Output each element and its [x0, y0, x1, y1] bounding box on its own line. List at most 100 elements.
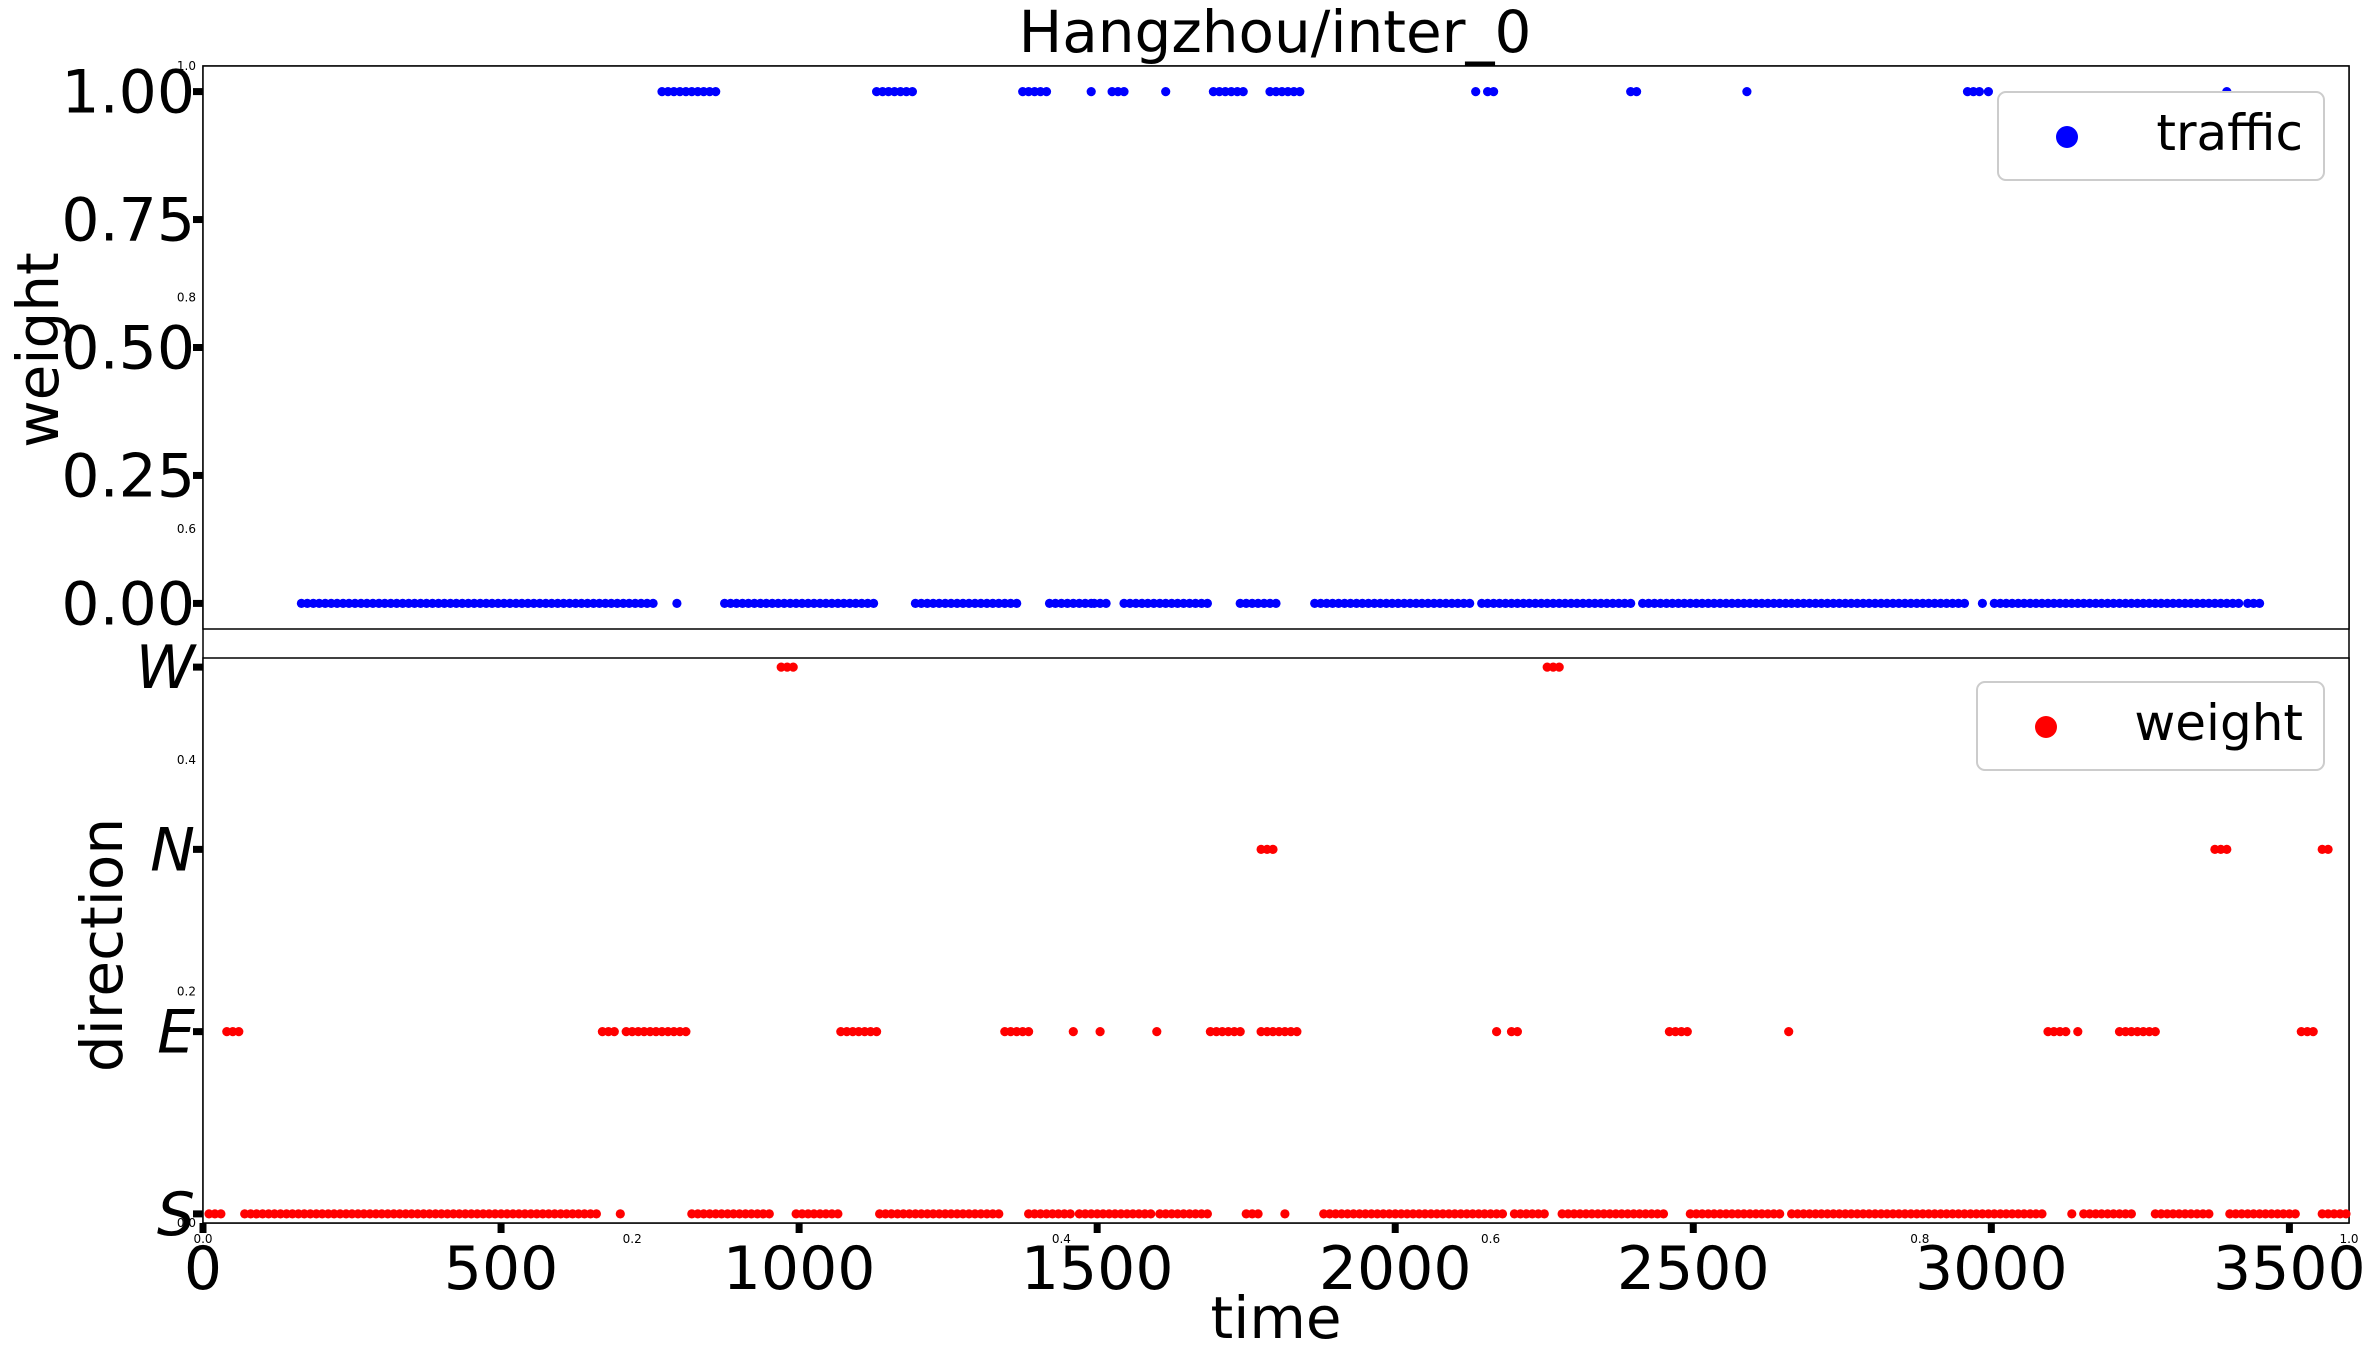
- background-x-tick-label: 0.8: [1910, 1232, 1929, 1246]
- x-tick-label: 1500: [1021, 1234, 1174, 1304]
- weight-point: [2290, 1209, 2300, 1219]
- weight-point: [872, 1027, 882, 1037]
- traffic-point: [711, 87, 721, 97]
- weight-point: [2073, 1027, 2083, 1037]
- weight-point: [2067, 1209, 2077, 1219]
- traffic-point: [1238, 87, 1248, 97]
- weight-point: [681, 1027, 691, 1037]
- bottom-panel: S E N W 0 500 1000 1500 2000 2500 3000 3500 direct…: [68, 633, 2364, 1352]
- traffic-point: [1742, 87, 1752, 97]
- top-y-tick-label: 1.00: [61, 58, 195, 128]
- weight-point: [1539, 1209, 1549, 1219]
- traffic-point: [1974, 87, 1984, 97]
- background-y-tick-label: 1.0: [177, 59, 196, 73]
- traffic-point: [1012, 598, 1022, 609]
- traffic-point: [1626, 598, 1636, 609]
- background-x-tick-label: 0.4: [1052, 1232, 1071, 1246]
- traffic-point: [2255, 598, 2265, 609]
- weight-point: [1068, 1027, 1078, 1037]
- weight-point: [1658, 1209, 1669, 1219]
- weight-point: [1682, 1027, 1692, 1037]
- traffic-point: [1632, 87, 1642, 97]
- top-legend-label: traffic: [2156, 104, 2303, 162]
- top-legend: traffic: [1997, 91, 2325, 181]
- weight-point: [1497, 1209, 1508, 1219]
- top-panel-frame: [202, 65, 2350, 630]
- traffic-point: [1295, 87, 1305, 97]
- bottom-y-tick-label: E: [157, 998, 195, 1068]
- background-y-tick-label: 0.6: [177, 522, 196, 536]
- weight-point: [1146, 1209, 1156, 1219]
- weight-point: [1202, 1209, 1212, 1219]
- bottom-legend: weight: [1976, 681, 2325, 771]
- bottom-y-axis-label: direction: [68, 818, 136, 1072]
- weight-point: [1554, 662, 1564, 672]
- weight-point: [1775, 1209, 1785, 1219]
- background-y-tick-label: 0.8: [177, 290, 196, 304]
- background-y-tick-label: 0.2: [177, 985, 196, 999]
- bottom-x-axis-ticks: 0 500 1000 1500 2000 2500 3000 3500: [184, 1223, 2364, 1304]
- top-panel: 0.00 0.25 0.50 0.75 1.00 weight traffic: [4, 58, 2350, 639]
- traffic-point: [1041, 87, 1052, 97]
- bottom-y-axis-ticks: S E N W: [136, 633, 203, 1250]
- background-axis-ticks: 0.0 0.0 0.2 0.2 0.4 0.4 0.6 0.6 0.8 0.8 1.0 1.0: [177, 59, 2359, 1246]
- traffic-point: [1202, 598, 1212, 609]
- weight-point: [609, 1027, 619, 1037]
- weight-point: [2037, 1209, 2047, 1219]
- weight-point: [234, 1027, 244, 1037]
- weight-point: [1095, 1027, 1105, 1037]
- traffic-point: [1959, 598, 1970, 609]
- weight-point: [764, 1209, 774, 1219]
- traffic-point: [1271, 598, 1281, 609]
- background-x-tick-label: 0.0: [193, 1232, 212, 1246]
- traffic-point: [1465, 598, 1475, 609]
- weight-point: [1784, 1027, 1794, 1037]
- weight-point: [788, 662, 798, 672]
- traffic-point: [2234, 598, 2244, 609]
- background-x-tick-label: 1.0: [2339, 1232, 2358, 1246]
- top-y-tick-label: 0.50: [61, 314, 195, 384]
- traffic-point: [907, 87, 918, 97]
- top-legend-box: [1997, 91, 2325, 181]
- bottom-y-tick-label: W: [136, 633, 198, 703]
- traffic-series: [296, 87, 2265, 609]
- bottom-legend-label: weight: [2134, 694, 2303, 752]
- traffic-point: [1471, 87, 1481, 97]
- x-tick-label: 3000: [1915, 1234, 2068, 1304]
- bottom-y-tick-label: N: [150, 815, 195, 885]
- traffic-point: [869, 598, 879, 609]
- weight-point: [615, 1209, 625, 1219]
- background-x-tick-label: 0.6: [1481, 1232, 1500, 1246]
- bottom-legend-box: [1976, 681, 2325, 771]
- x-tick-label: 2000: [1319, 1234, 1472, 1304]
- top-y-axis-label: weight: [4, 252, 72, 448]
- traffic-point: [1161, 87, 1171, 97]
- traffic-point: [1119, 87, 1129, 97]
- chart-title: Hangzhou/inter_0: [1019, 0, 1532, 66]
- x-tick-label: 1000: [723, 1234, 876, 1304]
- traffic-point: [648, 598, 658, 609]
- weight-point: [2150, 1027, 2160, 1037]
- weight-point: [1235, 1027, 1245, 1037]
- bottom-y-tick-label: S: [157, 1180, 195, 1250]
- background-y-tick-label: 0.0: [177, 1216, 196, 1230]
- top-y-tick-label: 0.25: [61, 441, 195, 511]
- weight-point: [591, 1209, 602, 1219]
- weight-point: [1280, 1209, 1290, 1219]
- weight-point: [2061, 1027, 2071, 1037]
- traffic-point: [1086, 87, 1096, 97]
- traffic-point: [672, 598, 682, 609]
- top-legend-marker: [2056, 126, 2078, 148]
- weight-point: [2126, 1209, 2136, 1219]
- x-tick-label: 500: [444, 1234, 559, 1304]
- weight-point: [1152, 1027, 1162, 1037]
- weight-point: [994, 1209, 1004, 1219]
- weight-point: [1292, 1027, 1302, 1037]
- top-y-tick-label: 0.00: [61, 569, 195, 639]
- weight-series: [204, 662, 2351, 1219]
- weight-point: [1268, 844, 1278, 855]
- weight-point: [1065, 1209, 1075, 1219]
- x-tick-label: 0: [184, 1234, 222, 1304]
- weight-point: [833, 1209, 843, 1219]
